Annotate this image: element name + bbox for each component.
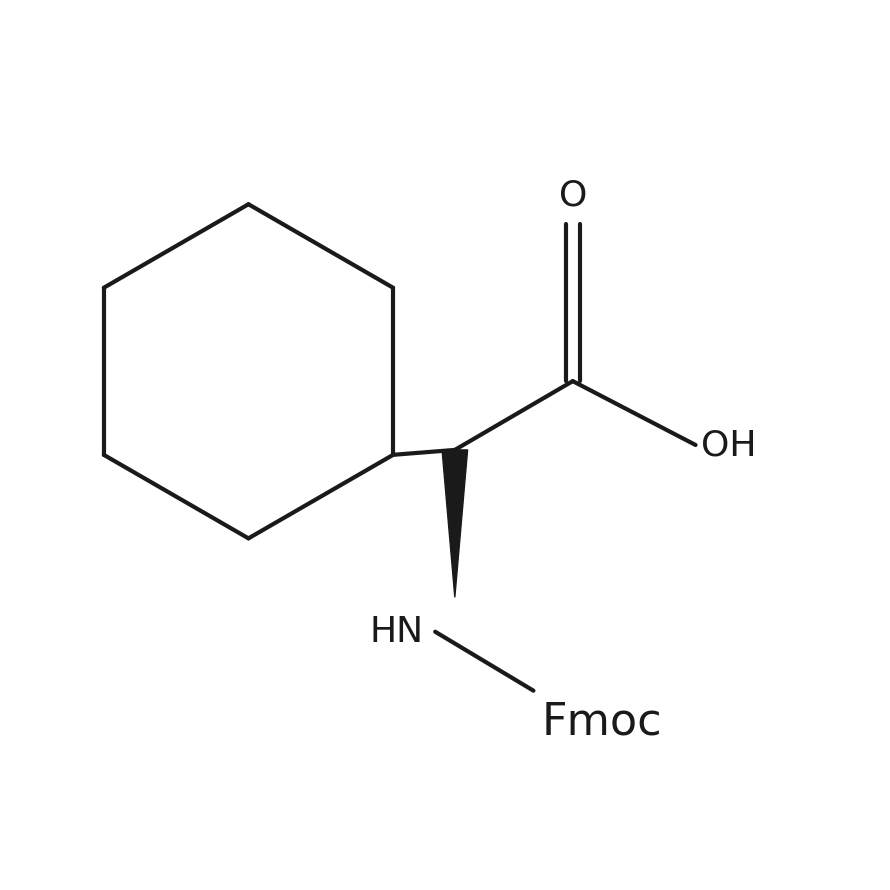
- Polygon shape: [442, 450, 467, 597]
- Text: O: O: [559, 178, 587, 212]
- Text: HN: HN: [369, 615, 424, 649]
- Text: Fmoc: Fmoc: [541, 700, 662, 743]
- Text: OH: OH: [701, 428, 757, 462]
